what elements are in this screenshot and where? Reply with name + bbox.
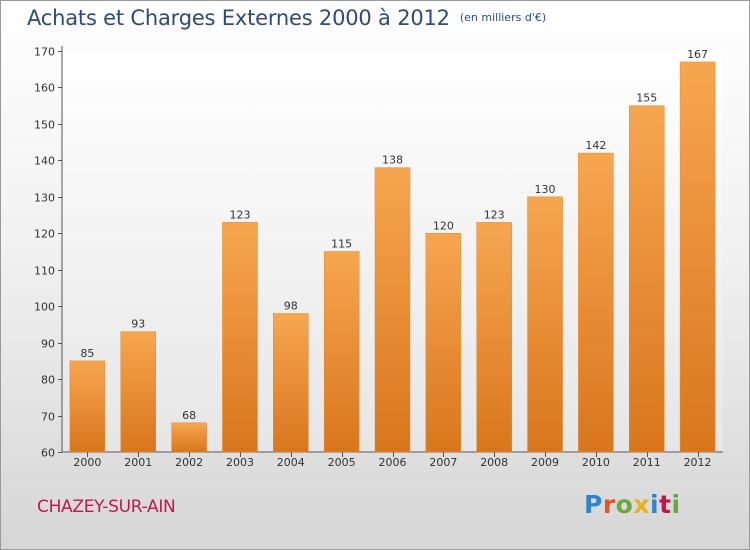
data-label-2001: 93 (131, 318, 145, 331)
bar-2012 (679, 61, 716, 453)
logo-letter: x (633, 490, 650, 519)
bar-2007 (425, 233, 462, 453)
logo-letter: i (671, 490, 681, 519)
x-tick-label-2004: 2004 (277, 456, 305, 469)
data-label-2003: 123 (229, 208, 250, 221)
y-tick-label: 90 (41, 338, 55, 351)
bar-2008 (476, 222, 512, 453)
bar-2001 (120, 331, 157, 453)
x-tick-label-2005: 2005 (328, 456, 356, 469)
y-tick-label: 110 (34, 265, 55, 278)
x-tick-label-2012: 2012 (684, 456, 712, 469)
bar-2004 (273, 313, 309, 453)
x-tick-label-2010: 2010 (582, 456, 610, 469)
data-label-2000: 85 (80, 347, 94, 360)
bar-2011 (628, 105, 665, 453)
y-tick-label: 150 (34, 119, 55, 132)
y-tick-label: 100 (34, 301, 55, 314)
data-label-2012: 167 (687, 48, 708, 61)
data-label-2008: 123 (484, 208, 505, 221)
y-tick-label: 140 (34, 155, 55, 168)
y-tick-label: 60 (41, 447, 55, 460)
logo-letter: o (615, 490, 634, 519)
y-tick-label: 130 (34, 192, 55, 205)
y-tick-label: 80 (41, 374, 55, 387)
bar-2005 (323, 251, 360, 453)
city-name: CHAZEY-SUR-AIN (37, 497, 176, 517)
x-tick-label-2011: 2011 (633, 456, 661, 469)
x-tick-label-2007: 2007 (429, 456, 457, 469)
logo-letter: t (659, 490, 672, 519)
bars (69, 61, 716, 453)
x-tick-label-2000: 2000 (73, 456, 101, 469)
y-tick-label: 160 (34, 82, 55, 95)
x-tick-label-2006: 2006 (379, 456, 407, 469)
chart-unit: (en milliers d'€) (459, 11, 547, 24)
data-label-2005: 115 (331, 238, 352, 251)
chart-title: Achats et Charges Externes 2000 à 2012 (e… (27, 6, 546, 30)
data-label-2002: 68 (182, 409, 196, 422)
y-tick-label: 120 (34, 228, 55, 241)
bar-2010 (578, 152, 614, 453)
y-tick-label: 70 (41, 411, 55, 424)
bar-2002 (171, 422, 207, 453)
data-label-2006: 138 (382, 154, 403, 167)
x-tick-label-2009: 2009 (531, 456, 559, 469)
proxiti-logo: Proxiti (584, 490, 681, 519)
data-label-2004: 98 (284, 299, 298, 312)
logo-letter: i (650, 490, 660, 519)
x-tick-label-2001: 2001 (124, 456, 152, 469)
x-tick-label-2003: 2003 (226, 456, 254, 469)
logo-letter: r (602, 490, 616, 519)
data-labels: 85 93 68 123 98 115 138 120 123 130 142 155 167 (80, 48, 708, 422)
chart-title-text: Achats et Charges Externes 2000 à 2012 (27, 6, 450, 30)
data-label-2007: 120 (433, 219, 454, 232)
data-label-2009: 130 (535, 183, 556, 196)
data-label-2011: 155 (636, 92, 657, 105)
logo-letter: P (584, 490, 603, 519)
bar-2003 (222, 222, 258, 453)
x-tick-label-2008: 2008 (480, 456, 508, 469)
x-tick-label-2002: 2002 (175, 456, 203, 469)
data-label-2010: 142 (585, 139, 606, 152)
bar-2009 (527, 196, 563, 453)
bar-2006 (374, 167, 411, 453)
y-tick-label: 170 (34, 46, 55, 59)
bar-2000 (69, 360, 106, 453)
